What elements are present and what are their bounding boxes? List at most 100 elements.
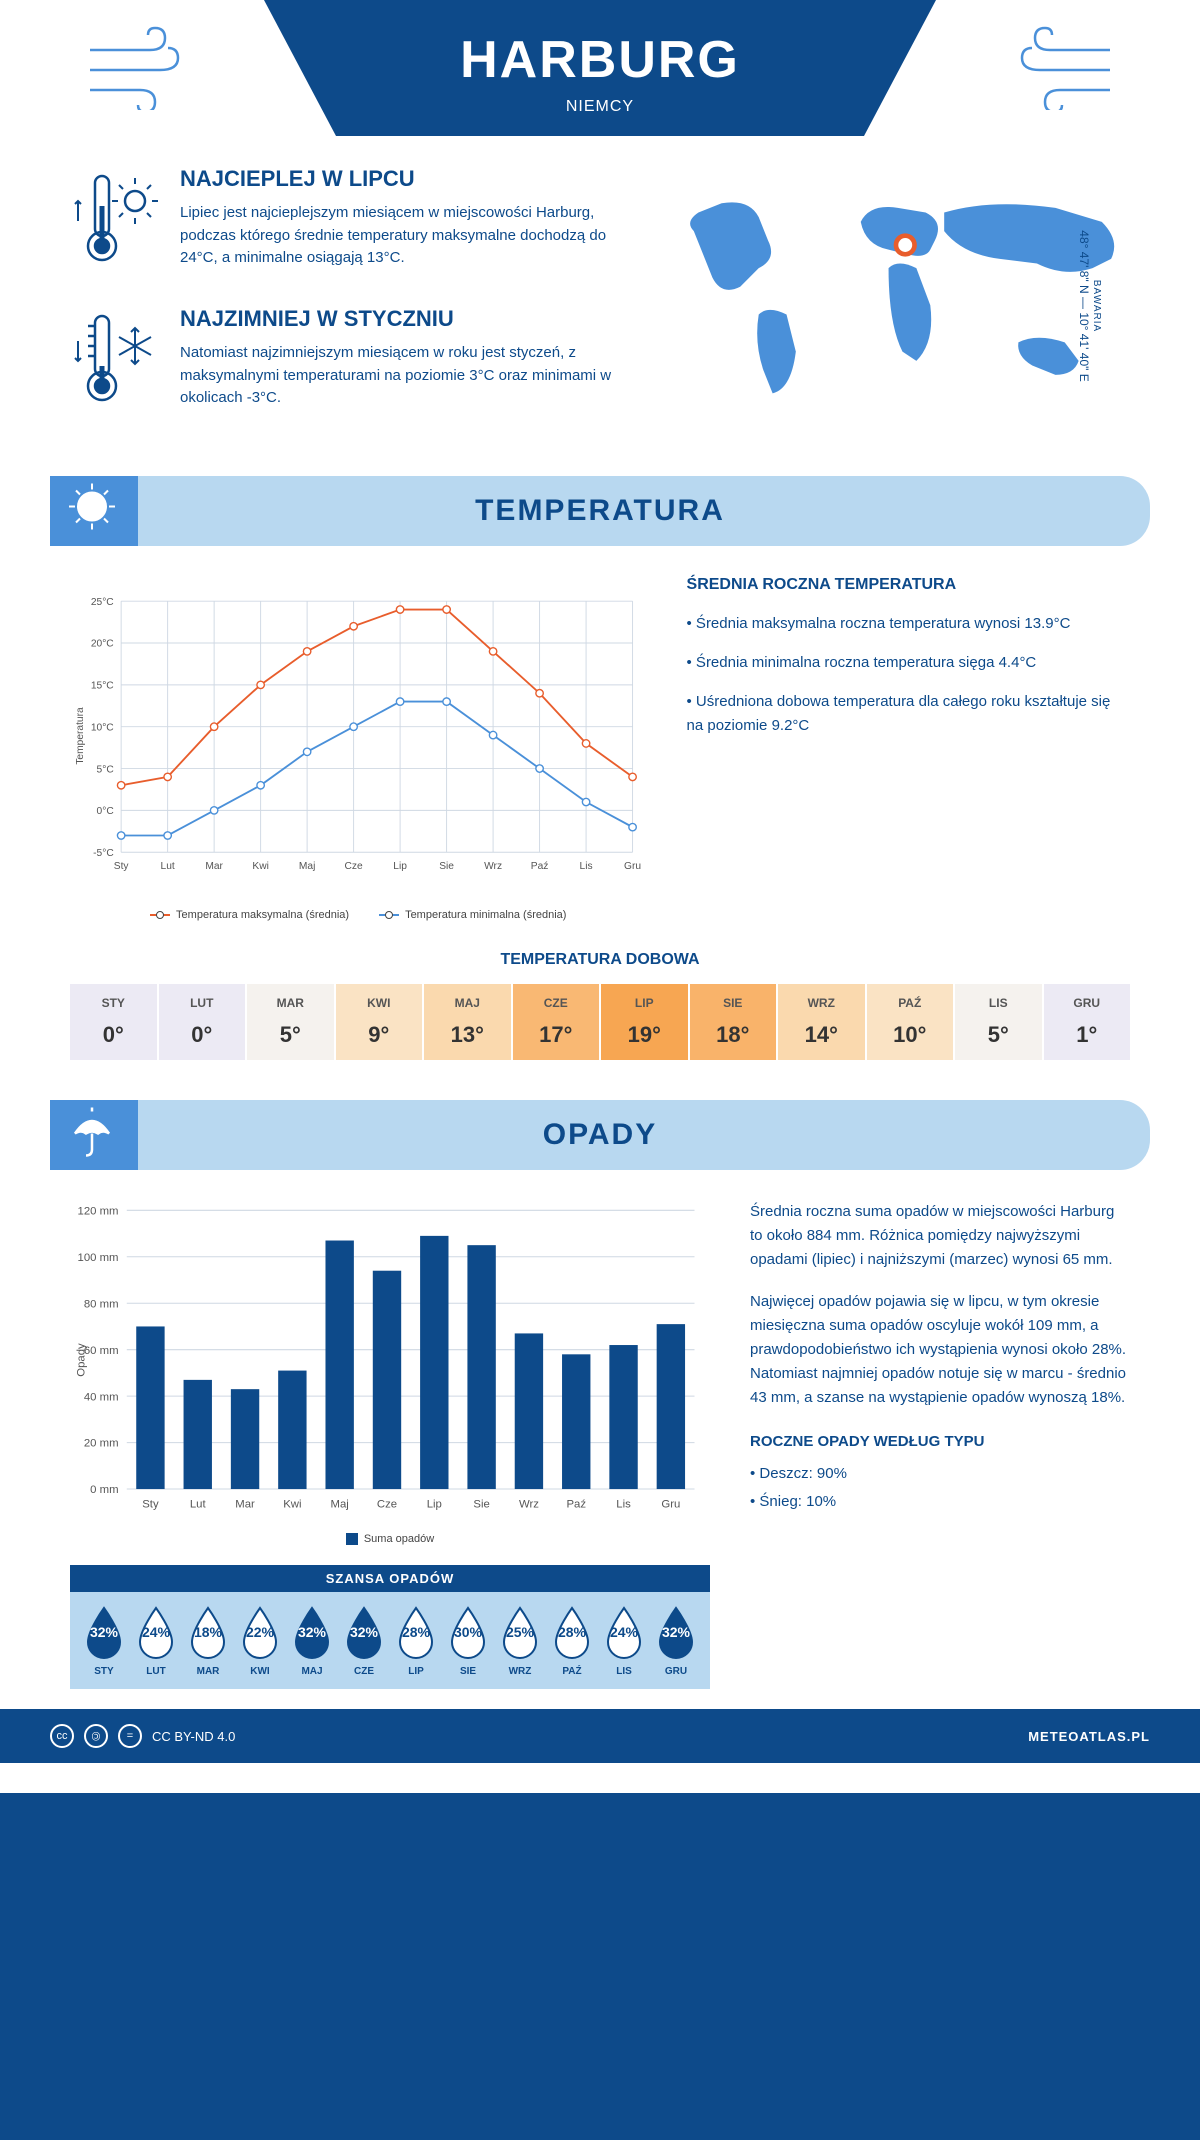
svg-text:15°C: 15°C bbox=[91, 681, 114, 692]
coordinates: BAWARIA 48° 47' 8" N — 10° 41' 40" E bbox=[1077, 230, 1102, 381]
precip-type-title: ROCZNE OPADY WEDŁUG TYPU bbox=[750, 1430, 1130, 1454]
intro-section: NAJCIEPLEJ W LIPCU Lipiec jest najcieple… bbox=[50, 166, 1150, 446]
svg-text:Sty: Sty bbox=[142, 1499, 159, 1511]
wind-icon-left bbox=[80, 20, 200, 115]
svg-text:80 mm: 80 mm bbox=[84, 1298, 119, 1310]
precipitation-bar-chart: 0 mm20 mm40 mm60 mm80 mm100 mm120 mmStyL… bbox=[70, 1200, 710, 1545]
chance-cell: 22% KWI bbox=[236, 1604, 284, 1677]
temperature-line-chart: -5°C0°C5°C10°C15°C20°C25°CStyLutMarKwiMa… bbox=[70, 576, 647, 921]
svg-text:Cze: Cze bbox=[377, 1499, 397, 1511]
chance-cell: 32% GRU bbox=[652, 1604, 700, 1677]
warmest-body: Lipiec jest najcieplejszym miesiącem w m… bbox=[180, 202, 626, 270]
svg-text:Gru: Gru bbox=[661, 1499, 680, 1511]
svg-text:Sie: Sie bbox=[473, 1499, 489, 1511]
legend-precip: Suma opadów bbox=[364, 1533, 434, 1545]
daily-temp-cell: LUT0° bbox=[159, 984, 246, 1060]
sun-icon bbox=[65, 480, 120, 543]
temp-chart-legend: Temperatura maksymalna (średnia) Tempera… bbox=[70, 909, 647, 921]
svg-text:5°C: 5°C bbox=[97, 764, 114, 775]
warmest-block: NAJCIEPLEJ W LIPCU Lipiec jest najcieple… bbox=[70, 166, 626, 281]
chance-cell: 32% CZE bbox=[340, 1604, 388, 1677]
svg-text:Wrz: Wrz bbox=[519, 1499, 539, 1511]
header-wrap: HARBURG NIEMCY bbox=[50, 0, 1150, 136]
svg-text:40 mm: 40 mm bbox=[84, 1391, 119, 1403]
precip-para-2: Najwięcej opadów pojawia się w lipcu, w … bbox=[750, 1290, 1130, 1410]
precip-chart-legend: Suma opadów bbox=[70, 1533, 710, 1545]
svg-text:Temperatura: Temperatura bbox=[75, 707, 86, 765]
precip-para-1: Średnia roczna suma opadów w miejscowośc… bbox=[750, 1200, 1130, 1272]
by-icon: 🄯 bbox=[84, 1724, 108, 1748]
svg-text:Wrz: Wrz bbox=[484, 861, 502, 872]
daily-temp-cell: CZE17° bbox=[513, 984, 600, 1060]
temperature-title: TEMPERATURA bbox=[475, 494, 725, 527]
chance-cell: 25% WRZ bbox=[496, 1604, 544, 1677]
region: BAWARIA bbox=[1091, 230, 1102, 381]
umbrella-icon bbox=[65, 1104, 120, 1167]
svg-text:Mar: Mar bbox=[205, 861, 223, 872]
svg-text:Gru: Gru bbox=[624, 861, 641, 872]
daily-temp-cell: GRU1° bbox=[1044, 984, 1131, 1060]
svg-text:Lip: Lip bbox=[427, 1499, 442, 1511]
avg-temp-title: ŚREDNIA ROCZNA TEMPERATURA bbox=[687, 576, 1130, 594]
temp-bullet: • Uśredniona dobowa temperatura dla całe… bbox=[687, 690, 1130, 738]
chance-title: SZANSA OPADÓW bbox=[70, 1565, 710, 1592]
site-name: METEOATLAS.PL bbox=[1028, 1729, 1150, 1744]
daily-temp-cell: PAŹ10° bbox=[867, 984, 954, 1060]
svg-text:Opady: Opady bbox=[75, 1343, 87, 1377]
chance-cell: 28% PAŹ bbox=[548, 1604, 596, 1677]
chance-panel: SZANSA OPADÓW 32% STY 24% LUT 18% MAR 22… bbox=[70, 1565, 710, 1689]
nd-icon: = bbox=[118, 1724, 142, 1748]
cc-icon: cc bbox=[50, 1724, 74, 1748]
warmest-title: NAJCIEPLEJ W LIPCU bbox=[180, 166, 626, 192]
svg-text:Paź: Paź bbox=[566, 1499, 586, 1511]
precip-type-line: • Deszcz: 90% bbox=[750, 1462, 1130, 1486]
svg-text:Sty: Sty bbox=[114, 861, 130, 872]
temp-bullet: • Średnia minimalna roczna temperatura s… bbox=[687, 651, 1130, 675]
chance-cell: 18% MAR bbox=[184, 1604, 232, 1677]
thermometer-cold-icon bbox=[70, 306, 160, 421]
svg-text:20°C: 20°C bbox=[91, 639, 114, 650]
svg-text:Cze: Cze bbox=[345, 861, 363, 872]
chance-cell: 32% MAJ bbox=[288, 1604, 336, 1677]
svg-text:120 mm: 120 mm bbox=[78, 1205, 119, 1217]
svg-text:Lip: Lip bbox=[393, 861, 407, 872]
chance-cell: 30% SIE bbox=[444, 1604, 492, 1677]
svg-text:10°C: 10°C bbox=[91, 722, 114, 733]
temperature-section-header: TEMPERATURA bbox=[50, 476, 1150, 546]
svg-text:0°C: 0°C bbox=[97, 806, 114, 817]
svg-text:-5°C: -5°C bbox=[93, 848, 114, 859]
svg-text:Maj: Maj bbox=[331, 1499, 349, 1511]
legend-max: Temperatura maksymalna (średnia) bbox=[176, 909, 349, 921]
wind-icon-right bbox=[1000, 20, 1120, 115]
legend-min: Temperatura minimalna (średnia) bbox=[405, 909, 566, 921]
world-map: BAWARIA 48° 47' 8" N — 10° 41' 40" E bbox=[666, 166, 1130, 446]
svg-text:Lut: Lut bbox=[190, 1499, 207, 1511]
svg-text:20 mm: 20 mm bbox=[84, 1438, 119, 1450]
daily-temp-cell: LIS5° bbox=[955, 984, 1042, 1060]
svg-text:Kwi: Kwi bbox=[252, 861, 268, 872]
coords-line: 48° 47' 8" N — 10° 41' 40" E bbox=[1077, 230, 1091, 381]
precip-type-line: • Śnieg: 10% bbox=[750, 1490, 1130, 1514]
thermometer-hot-icon bbox=[70, 166, 160, 281]
svg-text:Mar: Mar bbox=[235, 1499, 255, 1511]
daily-temp-cell: KWI9° bbox=[336, 984, 423, 1060]
daily-temp-cell: LIP19° bbox=[601, 984, 688, 1060]
daily-temp-cell: SIE18° bbox=[690, 984, 777, 1060]
footer: cc 🄯 = CC BY-ND 4.0 METEOATLAS.PL bbox=[0, 1709, 1200, 1763]
chance-cell: 32% STY bbox=[80, 1604, 128, 1677]
license-text: CC BY-ND 4.0 bbox=[152, 1729, 235, 1744]
temp-bullet: • Średnia maksymalna roczna temperatura … bbox=[687, 612, 1130, 636]
chance-cell: 24% LIS bbox=[600, 1604, 648, 1677]
coldest-title: NAJZIMNIEJ W STYCZNIU bbox=[180, 306, 626, 332]
svg-text:0 mm: 0 mm bbox=[90, 1484, 118, 1496]
svg-text:Kwi: Kwi bbox=[283, 1499, 301, 1511]
precipitation-section-header: OPADY bbox=[50, 1100, 1150, 1170]
daily-temp-title: TEMPERATURA DOBOWA bbox=[50, 951, 1150, 969]
svg-text:Paź: Paź bbox=[531, 861, 549, 872]
svg-text:Lis: Lis bbox=[580, 861, 593, 872]
daily-temp-cell: STY0° bbox=[70, 984, 157, 1060]
svg-text:Maj: Maj bbox=[299, 861, 315, 872]
daily-temp-cell: WRZ14° bbox=[778, 984, 865, 1060]
daily-temp-cell: MAJ13° bbox=[424, 984, 511, 1060]
daily-temp-grid: STY0°LUT0°MAR5°KWI9°MAJ13°CZE17°LIP19°SI… bbox=[50, 984, 1150, 1060]
